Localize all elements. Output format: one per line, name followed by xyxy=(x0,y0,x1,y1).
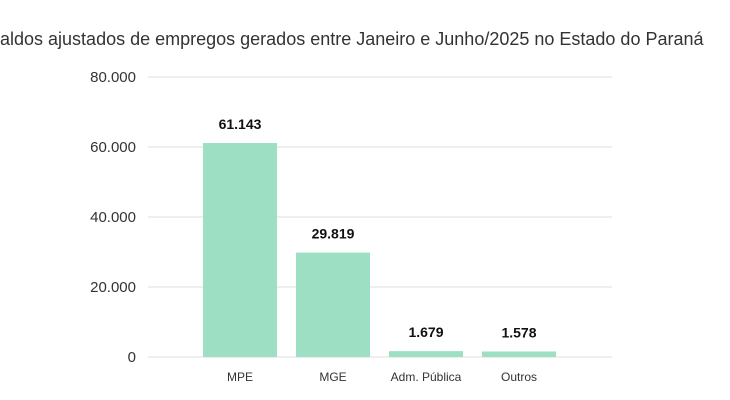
y-tick-label: 20.000 xyxy=(90,279,136,296)
category-labels: MPE MGE Adm. Pública Outros xyxy=(227,370,537,384)
bar-adm-p-blica xyxy=(389,351,463,357)
value-labels: 61.143 29.819 1.679 1.578 xyxy=(219,116,537,340)
value-label: 61.143 xyxy=(219,116,262,132)
category-label: Adm. Pública xyxy=(391,370,462,384)
category-label: Outros xyxy=(501,370,537,384)
y-axis-ticks: 0 20.000 40.000 60.000 80.000 xyxy=(90,69,136,366)
y-tick-label: 40.000 xyxy=(90,209,136,226)
y-tick-label: 0 xyxy=(128,349,136,366)
value-label: 29.819 xyxy=(312,226,355,242)
value-label: 1.578 xyxy=(501,324,536,340)
chart-title: Saldos ajustados de empregos gerados ent… xyxy=(0,29,704,49)
bar-outros xyxy=(482,351,556,357)
y-tick-label: 80.000 xyxy=(90,69,136,86)
bars xyxy=(203,142,556,357)
category-label: MGE xyxy=(319,370,346,384)
bar-mge xyxy=(296,252,370,357)
value-label: 1.679 xyxy=(408,324,443,340)
y-tick-label: 60.000 xyxy=(90,139,136,156)
bar-mpe xyxy=(203,142,277,357)
category-label: MPE xyxy=(227,370,253,384)
